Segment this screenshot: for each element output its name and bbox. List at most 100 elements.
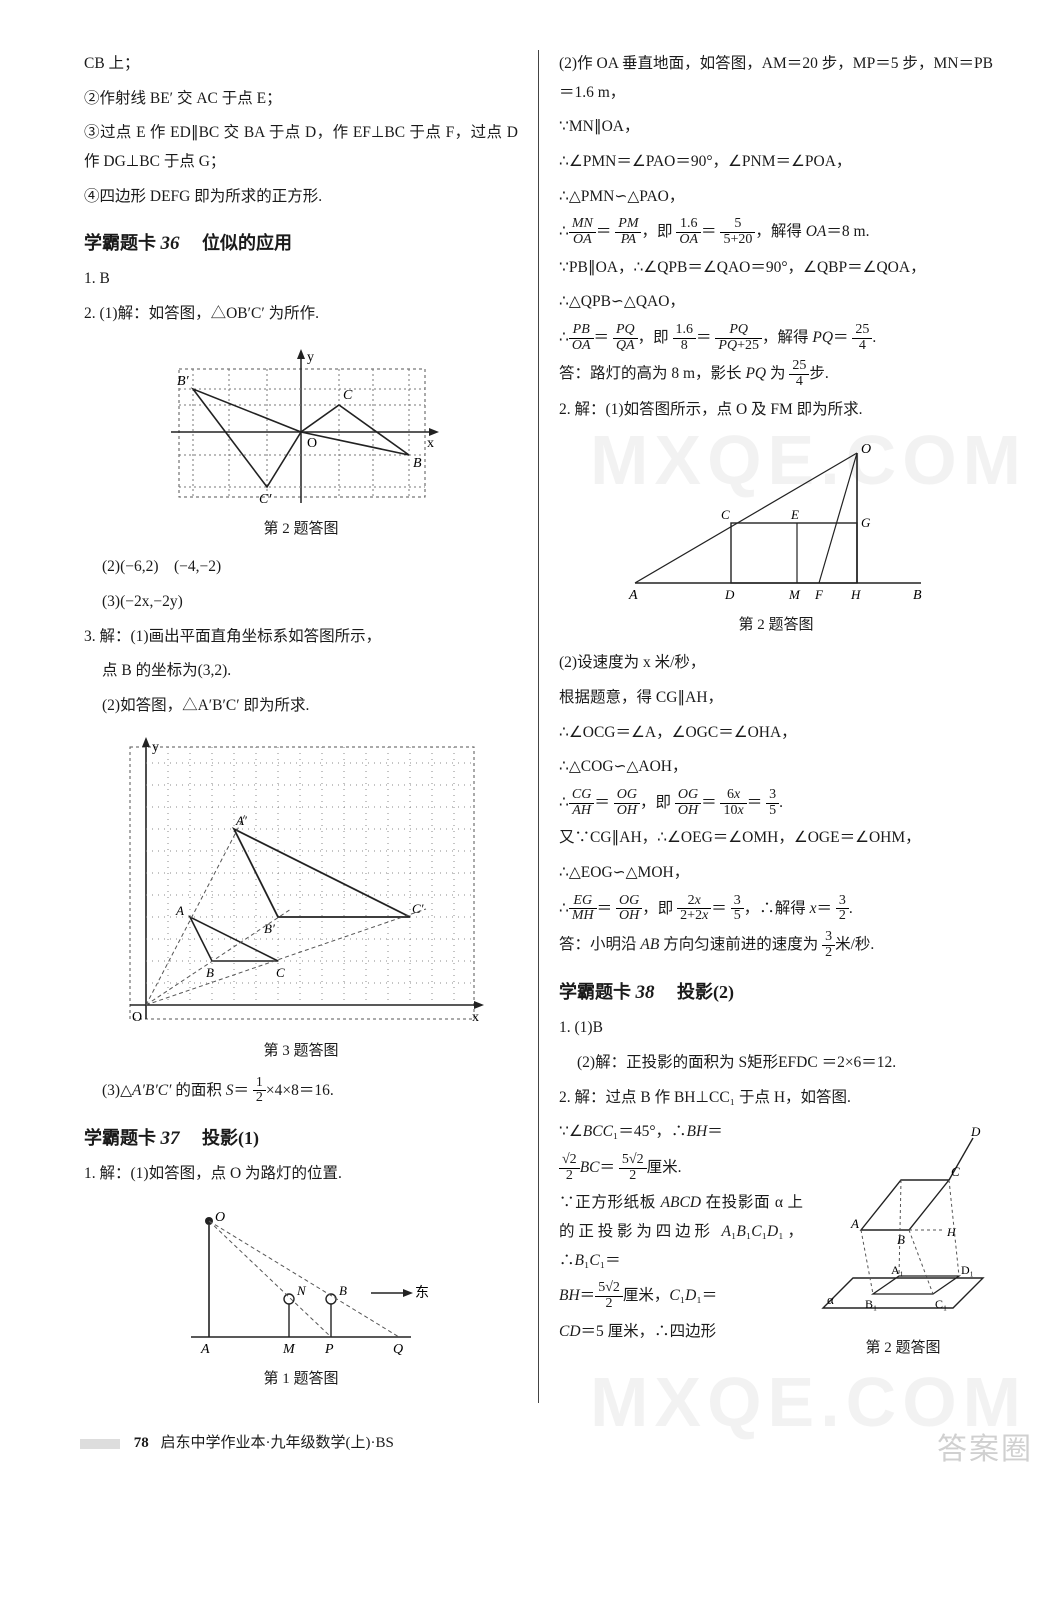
lE: E xyxy=(790,507,799,522)
lbl-M: M xyxy=(282,1342,296,1357)
r-line: ∴△PMN∽△PAO， xyxy=(559,183,993,212)
lbl-A: A xyxy=(200,1342,210,1357)
s36-q2-2: (2)(−6,2) (−4,−2) xyxy=(84,553,518,582)
pC: C xyxy=(951,1164,960,1179)
right-column: (2)作 OA 垂直地面，如答图，AM＝20 步，MP＝5 步，MN＝PB＝1.… xyxy=(539,50,1007,1403)
lM: M xyxy=(788,587,801,602)
lG: G xyxy=(861,515,871,530)
lbl-P: P xyxy=(324,1342,334,1357)
lbl-O: O xyxy=(132,1010,142,1025)
lH: H xyxy=(850,587,861,602)
lbl-N: N xyxy=(296,1283,307,1298)
corner-badge: 答案圈 xyxy=(937,1424,1033,1468)
lbl-O: O xyxy=(215,1210,225,1225)
label-y: y xyxy=(307,350,314,365)
pB1: B₁ xyxy=(865,1297,877,1311)
r-q2-2-l: ∴△COG∽△AOH， xyxy=(559,753,993,782)
fig-36-2-svg: y x O B′ C′ C B xyxy=(161,337,441,507)
figure-36-3: y x O A B C A′ B′ C′ xyxy=(84,729,518,1034)
section-name: 位似的应用 xyxy=(202,233,292,253)
pAlpha: α xyxy=(827,1292,834,1307)
lbl-y: y xyxy=(152,740,159,755)
figure-37-1: O A M N P B Q 东 xyxy=(84,1197,518,1362)
section-num: 37 xyxy=(161,1128,180,1149)
lbl-C: C xyxy=(276,965,285,980)
section-num: 36 xyxy=(161,233,180,254)
s36-q1: 1. B xyxy=(84,265,518,294)
r-q2-2-l: ∴EGMH＝ OGOH，即 2x2+2x＝ 35，∴解得 x＝ 32. xyxy=(559,894,993,924)
figure-38-2: D C A B H A₁ D₁ B₁ C₁ α 第 2 题答图 xyxy=(813,1118,993,1373)
section-num: 38 xyxy=(636,982,655,1003)
r-q2-2-l: ∴∠OCG＝∠A，∠OGC＝∠OHA， xyxy=(559,719,993,748)
section-38-heading: 学霸题卡 38 投影(2) xyxy=(559,978,993,1004)
section-prefix: 学霸题卡 xyxy=(84,233,156,253)
footer-bar-icon xyxy=(80,1439,120,1449)
intro-line: CB 上； xyxy=(84,50,518,79)
lO: O xyxy=(861,442,871,457)
lF: F xyxy=(814,587,824,602)
lbl-B: B xyxy=(206,965,214,980)
s38-q2-l: CD＝5 厘米，∴四边形 xyxy=(559,1318,803,1347)
r-q2-2-l: 根据题意，得 CG∥AH， xyxy=(559,684,993,713)
lA: A xyxy=(628,588,638,603)
s36-q2-intro: 2. (1)解：如答图，△OB′C′ 为所作. xyxy=(84,300,518,329)
r-line: (2)作 OA 垂直地面，如答图，AM＝20 步，MP＝5 步，MN＝PB＝1.… xyxy=(559,50,993,107)
fig-37-1-caption: 第 1 题答图 xyxy=(84,1366,518,1394)
s36-q3-1a: 3. 解：(1)画出平面直角坐标系如答图所示， xyxy=(84,623,518,652)
r-line: 答：路灯的高为 8 m，影长 PQ 为 254步. xyxy=(559,359,993,389)
content-columns: CB 上； ②作射线 BE′ 交 AC 于点 E； ③过点 E 作 ED∥BC … xyxy=(70,50,1007,1403)
s36-q3-2: (2)如答图，△A′B′C′ 即为所求. xyxy=(84,692,518,721)
r-q2-2-l: ∴△EOG∽△MOH， xyxy=(559,859,993,888)
fig-36-3-caption: 第 3 题答图 xyxy=(84,1038,518,1066)
s38-q2-l: BH＝5√22厘米，C₁D₁＝ xyxy=(559,1281,803,1311)
pD1: D₁ xyxy=(961,1263,974,1277)
pA1: A₁ xyxy=(891,1263,904,1277)
section-name: 投影(1) xyxy=(202,1128,259,1148)
s38-q2-l: √22BC＝ 5√22厘米. xyxy=(559,1153,803,1183)
footer-page-num: 78 xyxy=(134,1435,149,1451)
lbl-B: B xyxy=(339,1283,347,1298)
footer-text: 启东中学作业本·九年级数学(上)·BS xyxy=(161,1435,394,1451)
fig-r2-caption: 第 2 题答图 xyxy=(559,612,993,640)
r-line: ∵PB∥OA，∴∠QPB＝∠QAO＝90°，∠QBP＝∠QOA， xyxy=(559,254,993,283)
r-q2-2-l: 答：小明沿 AB 方向匀速前进的速度为 32米/秒. xyxy=(559,930,993,960)
fig-38-2-svg: D C A B H A₁ D₁ B₁ C₁ α xyxy=(813,1118,993,1328)
lbl-Q: Q xyxy=(393,1342,403,1357)
s37-q1-1: 1. 解：(1)如答图，点 O 为路灯的位置. xyxy=(84,1160,518,1189)
section-37-heading: 学霸题卡 37 投影(1) xyxy=(84,1124,518,1150)
fig-38-2-caption: 第 2 题答图 xyxy=(813,1335,993,1363)
r-line: ∴PBOA＝ PQQA，即 1.68＝ PQPQ+25，解得 PQ＝ 254. xyxy=(559,323,993,353)
s36-q2-3: (3)(−2x,−2y) xyxy=(84,588,518,617)
s36-q3-3: (3)△A′B′C′ 的面积 S＝ 12×4×8＝16. xyxy=(84,1076,518,1106)
lD: D xyxy=(724,587,735,602)
label-x: x xyxy=(427,436,434,451)
section-prefix: 学霸题卡 xyxy=(84,1128,156,1148)
pC1: C₁ xyxy=(935,1297,947,1311)
intro-line: ②作射线 BE′ 交 AC 于点 E； xyxy=(84,85,518,114)
r-line: ∴∠PMN＝∠PAO＝90°，∠PNM＝∠POA， xyxy=(559,148,993,177)
figure-36-2: y x O B′ C′ C B xyxy=(84,337,518,512)
s38-q2-l: ∵正方形纸板 ABCD 在投影面 α 上的正投影为四边形 A₁B₁C₁D₁，∴B… xyxy=(559,1189,803,1275)
r-line: ∴MNOA＝ PMPA，即 1.6OA＝ 55+20，解得 OA＝8 m. xyxy=(559,217,993,247)
r-q2-1: 2. 解：(1)如答图所示，点 O 及 FM 即为所求. xyxy=(559,396,993,425)
s38-q1-1: 1. (1)B xyxy=(559,1014,993,1043)
label-B: B xyxy=(413,456,422,471)
pB: B xyxy=(897,1232,905,1247)
s38-q2-l: ∵∠BCC₁＝45°，∴BH＝ xyxy=(559,1118,803,1147)
s38-q2-text: ∵∠BCC₁＝45°，∴BH＝ √22BC＝ 5√22厘米. ∵正方形纸板 AB… xyxy=(559,1118,803,1352)
left-column: CB 上； ②作射线 BE′ 交 AC 于点 E； ③过点 E 作 ED∥BC … xyxy=(70,50,539,1403)
page-footer: 78 启东中学作业本·九年级数学(上)·BS xyxy=(70,1431,1007,1452)
intro-line: ③过点 E 作 ED∥BC 交 BA 于点 D，作 EF⊥BC 于点 F，过点 … xyxy=(84,119,518,176)
r-line: ∵MN∥OA， xyxy=(559,113,993,142)
r-q2-2-l: 又∵CG∥AH，∴∠OEG＝∠OMH，∠OGE＝∠OHM， xyxy=(559,824,993,853)
lbl-Ap: A′ xyxy=(235,813,247,828)
section-36-heading: 学霸题卡 36 位似的应用 xyxy=(84,229,518,255)
label-Bp: B′ xyxy=(177,374,190,389)
fig-37-1-svg: O A M N P B Q 东 xyxy=(171,1197,431,1357)
pD: D xyxy=(970,1124,981,1139)
intro-line: ④四边形 DEFG 即为所求的正方形. xyxy=(84,183,518,212)
page: MXQE.COM MXQE.COM 答案圈 CB 上； ②作射线 BE′ 交 A… xyxy=(0,0,1047,1482)
label-C: C xyxy=(343,388,353,403)
section-name: 投影(2) xyxy=(677,982,734,1002)
lC: C xyxy=(721,507,730,522)
